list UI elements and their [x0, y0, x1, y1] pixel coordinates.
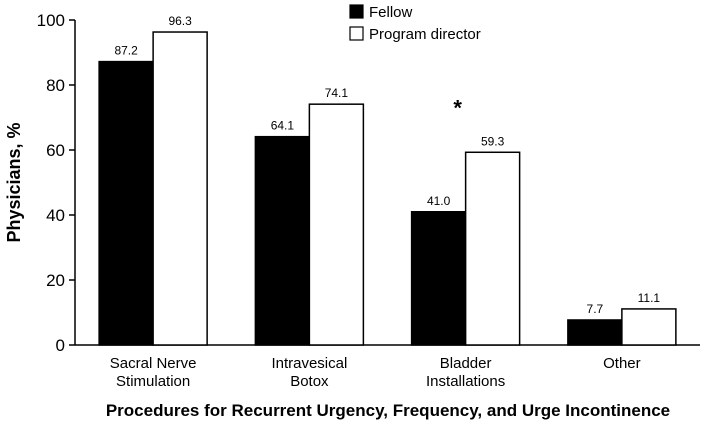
- legend: Fellow Program director: [349, 4, 481, 43]
- y-tick-label: 100: [37, 11, 65, 30]
- bar-program-director: [152, 31, 208, 346]
- x-tick-label: Other: [603, 355, 641, 372]
- x-tick-label: Intravesical: [271, 355, 347, 372]
- x-tick-label: Stimulation: [116, 373, 190, 390]
- x-axis-title: Procedures for Recurrent Urgency, Freque…: [106, 401, 670, 420]
- x-tick-label: Installations: [426, 373, 505, 390]
- data-label: 11.1: [638, 291, 661, 305]
- y-tick-label: 80: [46, 76, 65, 95]
- significance-marker: *: [453, 95, 462, 120]
- y-tick-label: 40: [46, 206, 65, 225]
- bar-fellow: [410, 211, 467, 346]
- bar-fellow: [98, 60, 154, 346]
- legend-swatch-program-director: [349, 26, 364, 41]
- legend-entry: Fellow: [369, 4, 413, 21]
- y-axis-title: Physicians, %: [4, 122, 24, 242]
- legend-entry: Program director: [369, 26, 481, 43]
- legend-swatch-fellow: [349, 4, 364, 19]
- bar-fellow: [254, 135, 311, 346]
- bar-program-director: [308, 103, 365, 346]
- x-tick-label: Bladder: [440, 355, 492, 372]
- x-tick-label: Sacral Nerve: [110, 355, 197, 372]
- x-tick-label: Botox: [290, 373, 329, 390]
- data-label: 74.1: [325, 86, 349, 100]
- data-label: 59.3: [481, 134, 505, 148]
- data-label: 7.7: [587, 302, 604, 316]
- y-tick-label: 20: [46, 271, 65, 290]
- data-label: 41.0: [427, 194, 451, 208]
- data-label: 87.2: [114, 44, 138, 58]
- bar-program-director: [464, 151, 521, 346]
- y-tick-label: 0: [56, 336, 65, 355]
- data-label: 64.1: [271, 119, 295, 133]
- bars: [98, 31, 677, 346]
- data-label: 96.3: [168, 14, 192, 28]
- bar-fellow: [567, 319, 623, 346]
- y-tick-label: 60: [46, 141, 65, 160]
- bar-program-director: [621, 308, 677, 346]
